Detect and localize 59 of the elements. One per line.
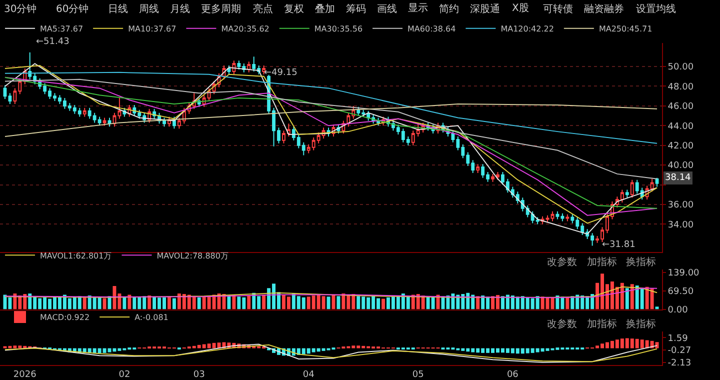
annotation: ←51.43 [36, 37, 70, 47]
text: 加指标 [587, 256, 617, 268]
text: 叠加 [315, 3, 335, 15]
text: 显示 [408, 3, 428, 14]
legend-label: MAVOL1:62.801万 [40, 251, 112, 260]
text: 简约 [439, 3, 459, 15]
y-tick-label: 34.00 [668, 220, 694, 230]
text: 亮点 [253, 3, 273, 15]
y-tick-label: 69.50 [668, 287, 694, 298]
y-tick-label: 48.00 [668, 82, 694, 92]
text: 日线 [108, 3, 128, 15]
text: 设置均线 [636, 3, 676, 15]
x-tick-label: 04 [302, 370, 315, 380]
legend-label: MACD:0.922 [40, 313, 90, 322]
y-tick-label: 1.59 [668, 334, 688, 344]
x-tick-label: 02 [118, 370, 130, 380]
text: 换指标 [626, 318, 656, 330]
y-tick-label: 0.00 [668, 305, 688, 316]
y-tick-label: 40.00 [668, 161, 694, 172]
y-tick-label: 36.00 [668, 200, 694, 211]
text: 融资融券 [584, 3, 624, 15]
legend-label: MA5:37.67 [40, 24, 84, 34]
x-tick-label: 03 [193, 370, 205, 380]
y-tick-label: 50.00 [668, 62, 694, 73]
text: 周线 [139, 3, 159, 15]
text: 38.14 [665, 173, 692, 183]
annotation: ←31.81 [602, 240, 636, 250]
text: 改参数 [547, 318, 577, 330]
text: 深股通 [470, 3, 500, 15]
text: 筹码 [346, 3, 366, 15]
text: 30分钟 [4, 3, 37, 15]
legend-label: MAVOL2:78.880万 [156, 251, 228, 260]
legend-label: MA250:45.71 [598, 24, 652, 34]
annotation: ←49.15 [264, 68, 298, 78]
text: 改参数 [547, 256, 577, 268]
y-tick-label: 44.00 [668, 122, 694, 132]
y-tick-label: 139.00 [668, 268, 700, 279]
x-tick-label: 05 [412, 370, 424, 380]
text: 画线 [377, 3, 397, 15]
text: 60分钟 [56, 3, 89, 15]
text: 可转债 [543, 3, 573, 15]
x-tick-label: 2026 [13, 370, 37, 380]
x-tick-label: 06 [506, 370, 519, 380]
legend-label: MA10:37.67 [128, 24, 176, 34]
text: X股 [512, 3, 529, 14]
text: 复权 [284, 3, 304, 15]
legend-label: MA60:38.64 [408, 24, 456, 34]
y-tick-label: -2.13 [668, 358, 692, 369]
text: 加指标 [587, 318, 617, 330]
text: 更多周期 [201, 3, 241, 15]
y-tick-label: -0.27 [668, 346, 692, 356]
text: 月线 [170, 3, 190, 15]
y-tick-label: 42.00 [668, 142, 694, 152]
legend-label: MA30:35.56 [314, 24, 363, 34]
y-tick-label: 46.00 [668, 102, 694, 112]
legend-label: A:-0.081 [134, 313, 168, 322]
text: 换指标 [626, 256, 656, 268]
legend-label: MA120:42.22 [500, 24, 554, 34]
legend-label: MA20:35.62 [221, 24, 270, 34]
